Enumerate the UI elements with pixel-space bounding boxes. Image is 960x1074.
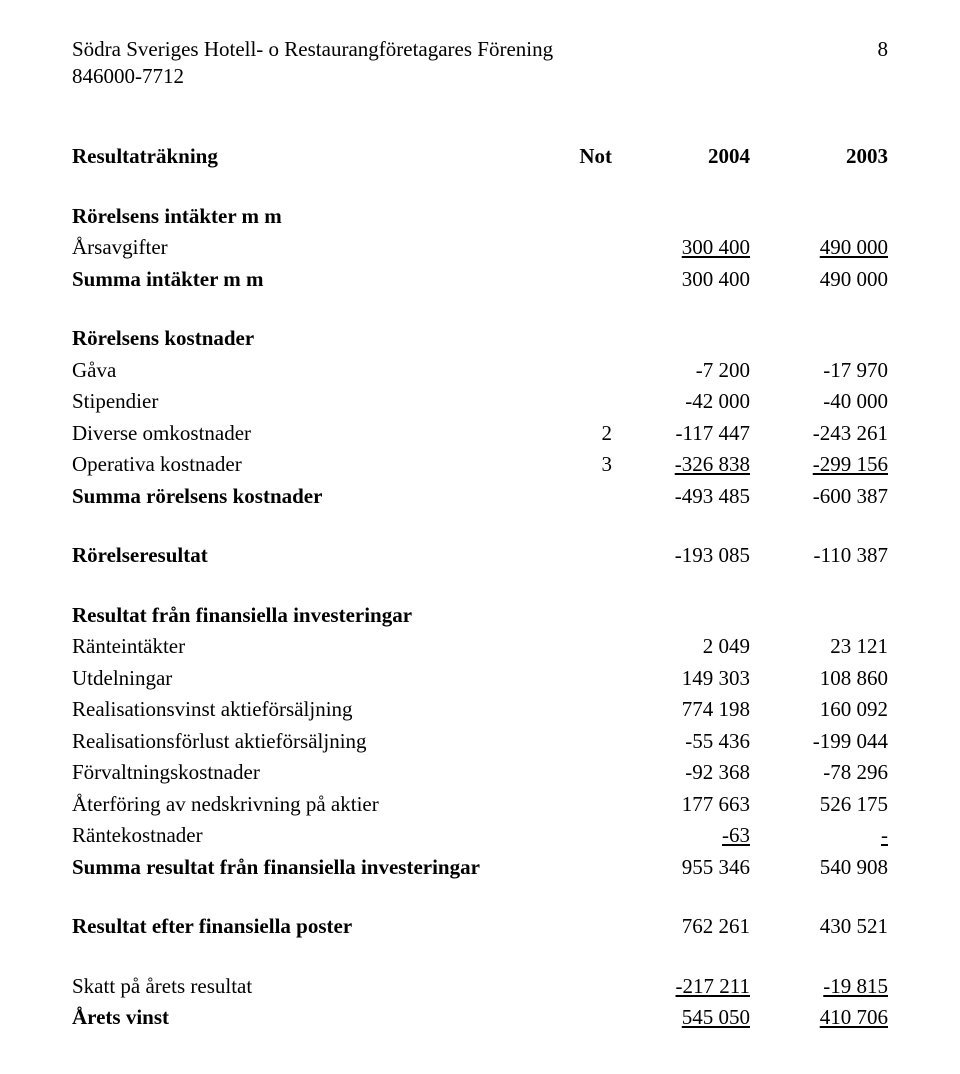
- row-y2: 410 706: [758, 1002, 888, 1034]
- result-row: Rörelseresultat -193 085 -110 387: [72, 540, 888, 572]
- sum-row: Summa resultat från finansiella invester…: [72, 852, 888, 884]
- row-y1: 177 663: [620, 789, 758, 821]
- section-heading: Resultat från finansiella investeringar: [72, 600, 888, 632]
- table-row: Återföring av nedskrivning på aktier 177…: [72, 789, 888, 821]
- row-y2: -110 387: [758, 540, 888, 572]
- row-label: Skatt på årets resultat: [72, 971, 552, 1003]
- row-label: Utdelningar: [72, 663, 552, 695]
- row-y2: -199 044: [758, 726, 888, 758]
- row-label: Ränteintäkter: [72, 631, 552, 663]
- row-not: 2: [552, 418, 620, 450]
- row-label: Räntekostnader: [72, 820, 552, 852]
- row-label: Återföring av nedskrivning på aktier: [72, 789, 552, 821]
- row-y2: 490 000: [758, 232, 888, 264]
- sum-y1: -493 485: [620, 481, 758, 513]
- row-label: Diverse omkostnader: [72, 418, 552, 450]
- table-row: Realisationsförlust aktieförsäljning -55…: [72, 726, 888, 758]
- row-y1: -92 368: [620, 757, 758, 789]
- section-heading-label: Resultat från finansiella investeringar: [72, 600, 552, 632]
- result-after-fin-row: Resultat efter finansiella poster 762 26…: [72, 911, 888, 943]
- table-row: Stipendier -42 000 -40 000: [72, 386, 888, 418]
- sum-y1: 955 346: [620, 852, 758, 884]
- page-title: Resultaträkning: [72, 141, 552, 173]
- row-y2: -243 261: [758, 418, 888, 450]
- section-heading: Rörelsens intäkter m m: [72, 201, 888, 233]
- row-y2: -40 000: [758, 386, 888, 418]
- row-y2: -299 156: [758, 449, 888, 481]
- row-y1: -7 200: [620, 355, 758, 387]
- row-y2: 430 521: [758, 911, 888, 943]
- row-y2: -78 296: [758, 757, 888, 789]
- sum-row: Summa intäkter m m 300 400 490 000: [72, 264, 888, 296]
- row-y1: 774 198: [620, 694, 758, 726]
- table-row: Gåva -7 200 -17 970: [72, 355, 888, 387]
- row-label: Stipendier: [72, 386, 552, 418]
- col-header-not: Not: [552, 141, 620, 173]
- sum-y1: 300 400: [620, 264, 758, 296]
- row-y1: 2 049: [620, 631, 758, 663]
- row-label: Årets vinst: [72, 1002, 552, 1034]
- org-name: Södra Sveriges Hotell- o Restaurangföret…: [72, 36, 553, 62]
- row-y2: -17 970: [758, 355, 888, 387]
- page-number: 8: [878, 36, 889, 62]
- section-heading-label: Rörelsens kostnader: [72, 323, 552, 355]
- row-y1: 762 261: [620, 911, 758, 943]
- row-y1: 300 400: [620, 232, 758, 264]
- table-row: Årsavgifter 300 400 490 000: [72, 232, 888, 264]
- row-label: Realisationsvinst aktieförsäljning: [72, 694, 552, 726]
- row-y1: -326 838: [620, 449, 758, 481]
- table-row: Diverse omkostnader 2 -117 447 -243 261: [72, 418, 888, 450]
- title-row: Resultaträkning Not 2004 2003: [72, 141, 888, 173]
- table-row: Realisationsvinst aktieförsäljning 774 1…: [72, 694, 888, 726]
- row-label: Rörelseresultat: [72, 540, 552, 572]
- table-row: Ränteintäkter 2 049 23 121: [72, 631, 888, 663]
- row-not: 3: [552, 449, 620, 481]
- row-label: Resultat efter finansiella poster: [72, 911, 552, 943]
- row-label: Årsavgifter: [72, 232, 552, 264]
- income-statement-table: Resultaträkning Not 2004 2003 Rörelsens …: [72, 141, 888, 1034]
- row-y2: 160 092: [758, 694, 888, 726]
- row-label: Gåva: [72, 355, 552, 387]
- row-y1: -55 436: [620, 726, 758, 758]
- document-page: Södra Sveriges Hotell- o Restaurangföret…: [0, 0, 960, 1074]
- section-heading: Rörelsens kostnader: [72, 323, 888, 355]
- row-y1: -63: [620, 820, 758, 852]
- table-row: Operativa kostnader 3 -326 838 -299 156: [72, 449, 888, 481]
- sum-y2: 490 000: [758, 264, 888, 296]
- header-row: Södra Sveriges Hotell- o Restaurangföret…: [72, 36, 888, 62]
- row-y1: 149 303: [620, 663, 758, 695]
- table-row: Utdelningar 149 303 108 860: [72, 663, 888, 695]
- sum-label: Summa rörelsens kostnader: [72, 481, 552, 513]
- sum-label: Summa resultat från finansiella invester…: [72, 852, 552, 884]
- row-y1: -42 000: [620, 386, 758, 418]
- row-y2: -19 815: [758, 971, 888, 1003]
- col-header-2003: 2003: [758, 141, 888, 173]
- row-label: Operativa kostnader: [72, 449, 552, 481]
- row-y1: -217 211: [620, 971, 758, 1003]
- row-y2: -: [758, 820, 888, 852]
- row-y1: 545 050: [620, 1002, 758, 1034]
- row-label: Förvaltningskostnader: [72, 757, 552, 789]
- sum-y2: 540 908: [758, 852, 888, 884]
- row-y1: -193 085: [620, 540, 758, 572]
- table-row: Räntekostnader -63 -: [72, 820, 888, 852]
- row-label: Realisationsförlust aktieförsäljning: [72, 726, 552, 758]
- row-y2: 108 860: [758, 663, 888, 695]
- org-id: 846000-7712: [72, 64, 888, 89]
- tax-row: Skatt på årets resultat -217 211 -19 815: [72, 971, 888, 1003]
- row-y2: 526 175: [758, 789, 888, 821]
- table-row: Förvaltningskostnader -92 368 -78 296: [72, 757, 888, 789]
- sum-y2: -600 387: [758, 481, 888, 513]
- col-header-2004: 2004: [620, 141, 758, 173]
- row-y1: -117 447: [620, 418, 758, 450]
- sum-label: Summa intäkter m m: [72, 264, 552, 296]
- row-y2: 23 121: [758, 631, 888, 663]
- section-heading-label: Rörelsens intäkter m m: [72, 201, 552, 233]
- sum-row: Summa rörelsens kostnader -493 485 -600 …: [72, 481, 888, 513]
- net-row: Årets vinst 545 050 410 706: [72, 1002, 888, 1034]
